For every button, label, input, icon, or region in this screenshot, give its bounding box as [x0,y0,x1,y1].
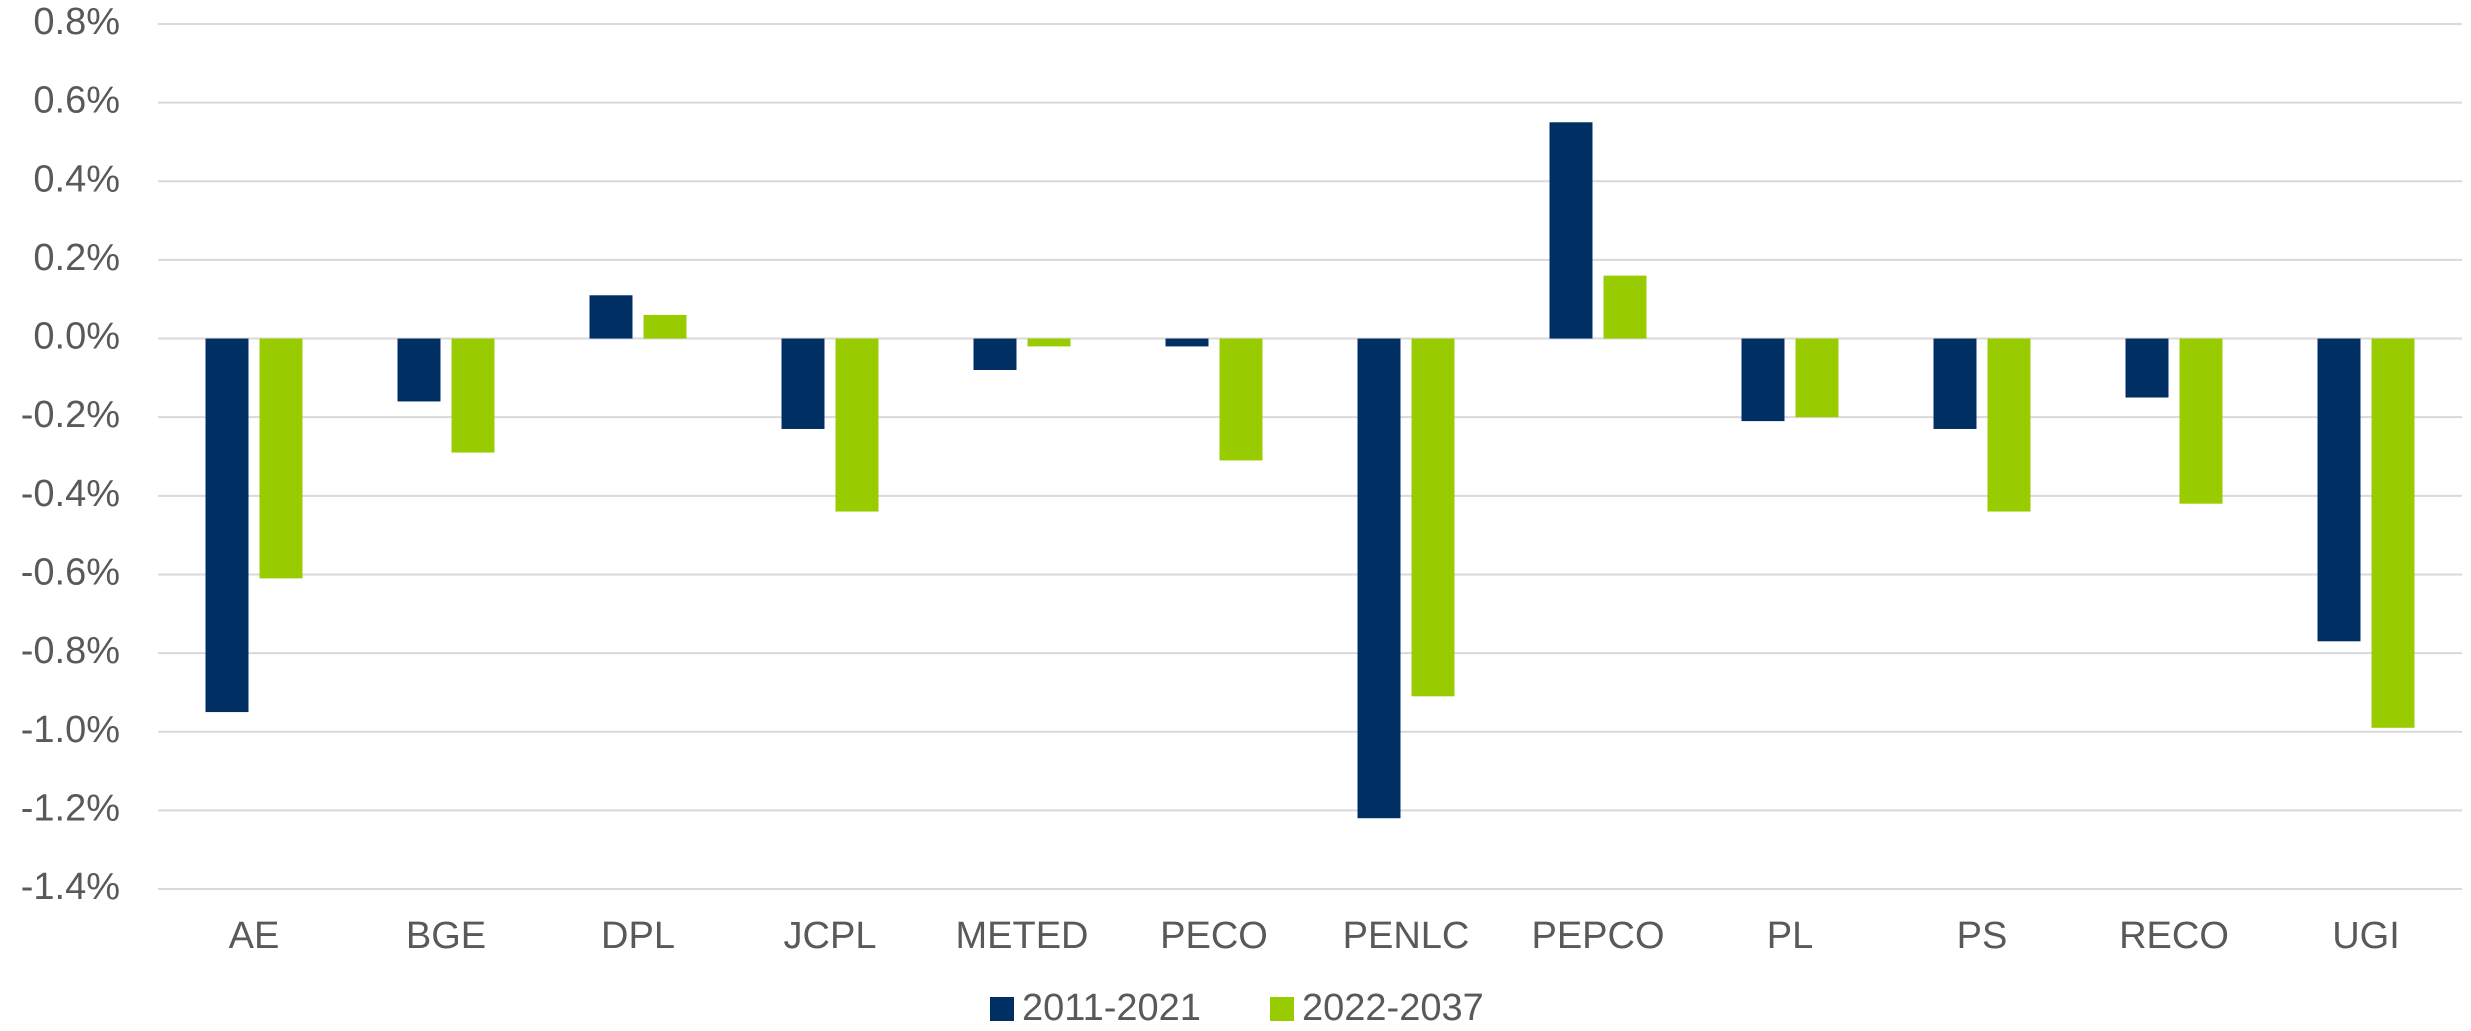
x-tick-label: PECO [1160,915,1268,957]
bar [781,338,825,429]
x-tick-label: RECO [2119,915,2229,957]
bar [1987,338,2031,512]
bar [589,295,633,339]
x-tick-label: UGI [2332,915,2400,957]
y-tick-label: 0.6% [33,80,120,122]
bar [2179,338,2223,504]
bar [973,338,1017,370]
x-tick-label: BGE [406,915,486,957]
legend-label: 2022-2037 [1302,987,1484,1029]
bar [1411,338,1455,697]
y-tick-label: 0.2% [33,237,120,279]
x-tick-label: PS [1957,915,2008,957]
x-tick-label: PENLC [1343,915,1470,957]
x-tick-label: JCPL [784,915,877,957]
bar [643,314,687,339]
y-tick-label: -0.6% [21,551,120,593]
bar [1603,275,1647,339]
bar [1165,338,1209,347]
x-tick-label: METED [956,915,1089,957]
y-tick-label: -0.8% [21,630,120,672]
bar [1357,338,1401,819]
y-tick-label: 0.8% [33,1,120,43]
x-tick-label: PL [1767,915,1813,957]
bar [1741,338,1785,422]
bar [1027,338,1071,347]
bar [1219,338,1263,461]
bar [1933,338,1977,429]
y-tick-label: -1.0% [21,709,120,751]
y-tick-label: 0.4% [33,158,120,200]
bar [1795,338,1839,418]
y-tick-label: -0.4% [21,473,120,515]
x-tick-label: AE [229,915,280,957]
x-tick-label: DPL [601,915,675,957]
y-tick-label: 0.0% [33,316,120,358]
legend-label: 2011-2021 [1022,987,1201,1029]
bar [2317,338,2361,642]
y-tick-label: -1.2% [21,787,120,829]
bar [451,338,495,453]
y-tick-label: -0.2% [21,394,120,436]
legend-swatch [1270,997,1294,1021]
bar [1549,122,1593,339]
legend-swatch [990,997,1014,1021]
bar [259,338,303,579]
bar [2371,338,2415,728]
y-tick-label: -1.4% [21,866,120,908]
bar [397,338,441,402]
bar [205,338,249,713]
x-tick-label: PEPCO [1531,915,1664,957]
bar [835,338,879,512]
bar [2125,338,2169,398]
